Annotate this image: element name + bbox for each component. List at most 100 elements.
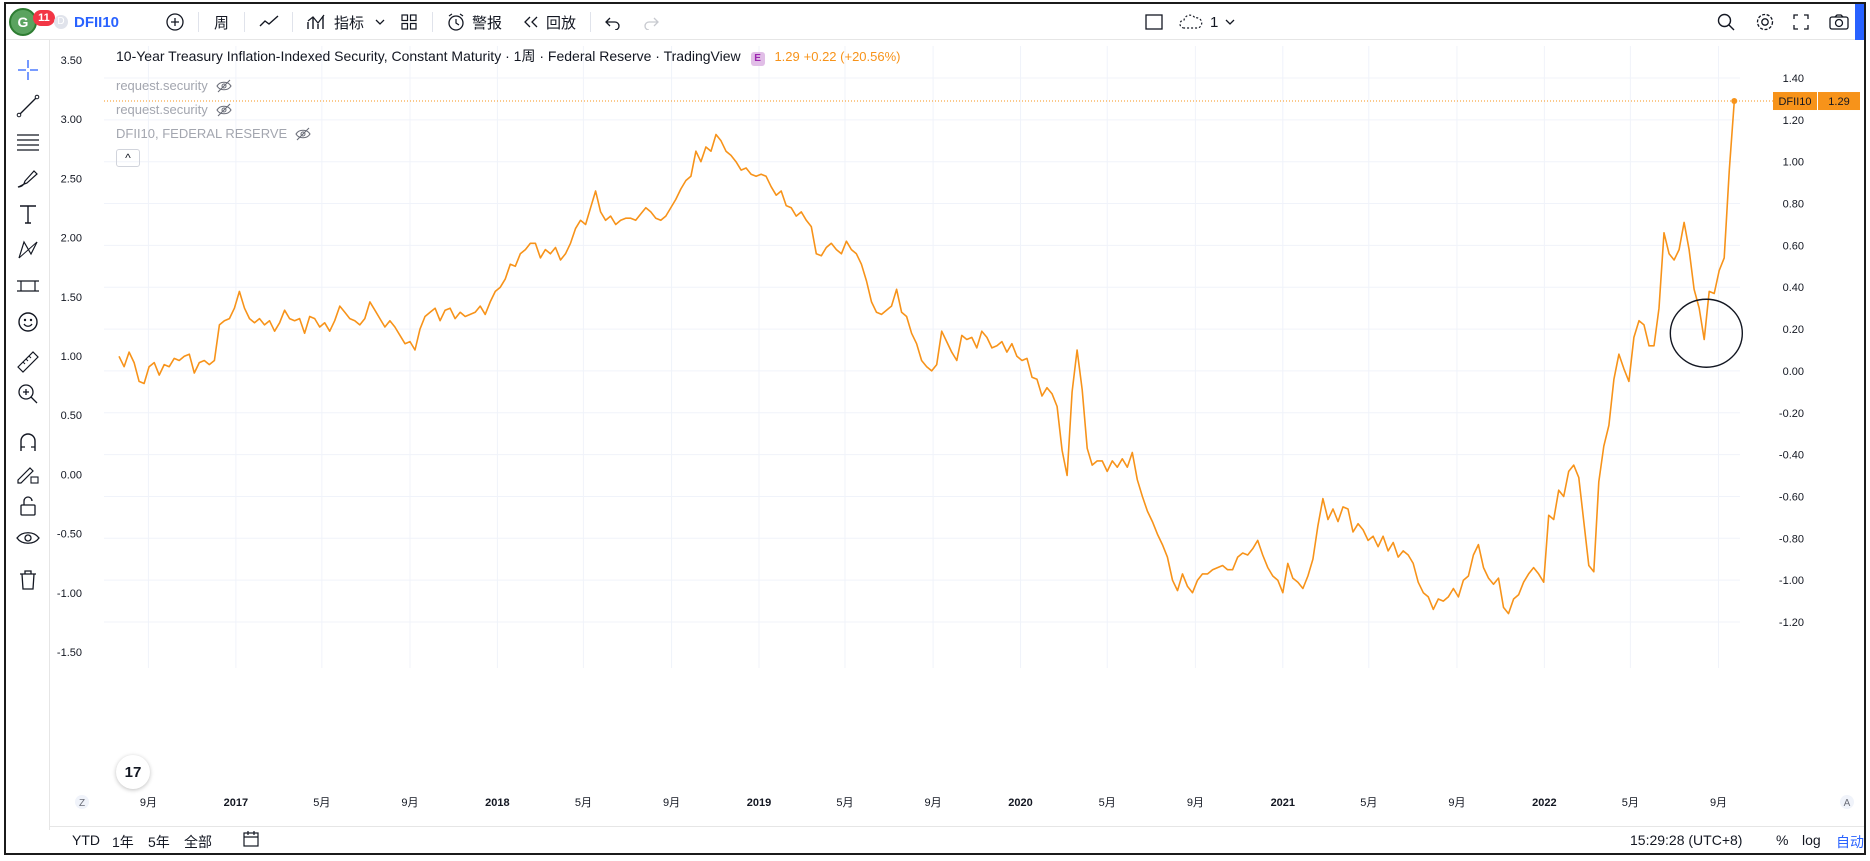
indicators-button[interactable]: 指标 xyxy=(306,4,364,40)
x-axis-tick-label: 9月 xyxy=(401,797,418,809)
ruler-icon xyxy=(17,351,39,373)
clock-timezone-button[interactable]: 15:29:28 (UTC+8) xyxy=(1630,832,1743,848)
drawing-toolbar xyxy=(6,40,50,830)
x-axis-tick-label: 2018 xyxy=(485,797,509,809)
scale-corner-right[interactable]: A xyxy=(1844,798,1851,809)
tradingview-logo[interactable]: 17 xyxy=(116,755,150,789)
x-axis-tick-label: 5月 xyxy=(1622,797,1639,809)
zoom-tool[interactable] xyxy=(14,380,42,408)
gear-icon xyxy=(1756,13,1774,31)
layout-button[interactable] xyxy=(400,4,418,40)
range-1y-button[interactable]: 1年 xyxy=(112,834,134,850)
calendar-range-icon[interactable] xyxy=(242,830,260,848)
chart-legend: 10-Year Treasury Inflation-Indexed Secur… xyxy=(116,46,901,66)
indicator-legend-row[interactable]: request.security xyxy=(116,78,232,93)
remove-drawings-button[interactable] xyxy=(14,566,42,594)
indicator-legend-row[interactable]: request.security xyxy=(116,102,232,117)
indicator-templates-button[interactable] xyxy=(374,4,386,40)
x-axis-tick-label: 5月 xyxy=(1360,797,1377,809)
x-axis-tick-label: 2021 xyxy=(1271,797,1295,809)
right-axis-tick-label: 1.20 xyxy=(1783,115,1804,127)
left-axis-tick-label: 1.50 xyxy=(61,292,82,304)
legend-collapse-button[interactable]: ^ xyxy=(116,149,140,167)
trash-icon xyxy=(20,570,36,590)
toolbar-divider xyxy=(432,12,433,32)
indicator-legend-row[interactable]: DFII10, FEDERAL RESERVE xyxy=(116,126,311,141)
ellipse-drawing[interactable] xyxy=(1669,298,1744,368)
alert-label: 警报 xyxy=(472,14,503,32)
undo-button[interactable] xyxy=(604,4,622,40)
symbol-search-button[interactable]: D DFII10 xyxy=(54,4,119,40)
search-icon xyxy=(1717,13,1735,31)
text-tool[interactable] xyxy=(14,200,42,228)
measure-lines-icon xyxy=(17,280,39,292)
eye-icon xyxy=(16,532,40,544)
zoom-in-icon xyxy=(18,384,38,404)
dfii10-series-line[interactable] xyxy=(118,100,1736,615)
trend-line-tool[interactable] xyxy=(14,92,42,120)
prediction-tool[interactable] xyxy=(14,272,42,300)
eye-hidden-icon[interactable] xyxy=(295,127,311,141)
fib-tool[interactable] xyxy=(14,128,42,156)
scale-corner-left[interactable]: Z xyxy=(79,798,85,809)
left-axis-tick-label: 3.50 xyxy=(61,55,82,67)
compare-symbol-button[interactable] xyxy=(165,4,185,40)
smiley-icon xyxy=(18,312,38,332)
symbol-tag-bg xyxy=(1773,92,1817,111)
left-axis-tick-label: 0.50 xyxy=(61,410,82,422)
pattern-icon xyxy=(18,240,38,259)
replay-button[interactable]: 回放 xyxy=(522,4,576,40)
legend-title[interactable]: 10-Year Treasury Inflation-Indexed Secur… xyxy=(116,48,502,64)
interval-button[interactable]: 周 xyxy=(214,4,229,40)
rewind-icon xyxy=(524,16,538,28)
fullscreen-button[interactable] xyxy=(1792,4,1810,40)
right-axis-tick-label: 0.20 xyxy=(1783,324,1804,336)
percent-scale-button[interactable]: % xyxy=(1776,832,1789,848)
lock-drawings-mode[interactable] xyxy=(14,460,42,488)
measure-tool[interactable] xyxy=(14,348,42,376)
snapshot-button[interactable] xyxy=(1828,4,1850,40)
indicator-name: request.security xyxy=(116,102,208,117)
last-point-marker xyxy=(1731,98,1738,105)
toolbar-divider xyxy=(590,12,591,32)
redo-icon xyxy=(644,17,659,30)
price-tag-bg xyxy=(1818,92,1860,111)
x-axis-tick-label: 2017 xyxy=(224,797,248,809)
indicator-name: DFII10, FEDERAL RESERVE xyxy=(116,126,288,141)
icon-tool[interactable] xyxy=(14,308,42,336)
price-chart[interactable]: 3.50 3.00 2.50 2.00 1.50 1.00 0.50 0.00 -0.50 -1.… xyxy=(50,40,1864,826)
redo-button[interactable] xyxy=(642,4,660,40)
x-axis-tick-label: 9月 xyxy=(1448,797,1465,809)
left-axis-tick-label: 3.00 xyxy=(61,114,82,126)
auto-scale-button[interactable]: 自动 xyxy=(1836,834,1864,850)
user-avatar[interactable]: G 11 xyxy=(9,8,55,36)
brush-tool[interactable] xyxy=(14,164,42,192)
notification-badge: 11 xyxy=(33,10,55,26)
cloud-layout-button[interactable]: 1 xyxy=(1178,4,1236,40)
toolbar-divider xyxy=(244,12,245,32)
legend-change: +0.22 (+20.56%) xyxy=(803,49,901,64)
settings-button[interactable] xyxy=(1754,4,1776,40)
right-axis-tick-label: 1.40 xyxy=(1783,73,1804,85)
hide-drawings-button[interactable] xyxy=(14,524,42,552)
alert-button[interactable]: 警报 xyxy=(446,4,502,40)
select-tool-button[interactable] xyxy=(1144,4,1164,40)
log-scale-button[interactable]: log xyxy=(1802,832,1821,848)
range-ytd-button[interactable]: YTD xyxy=(72,832,100,848)
chart-type-button[interactable] xyxy=(258,4,280,40)
range-all-button[interactable]: 全部 xyxy=(184,834,212,850)
lock-all-button[interactable] xyxy=(14,492,42,520)
range-5y-button[interactable]: 5年 xyxy=(148,834,170,850)
line-chart-icon xyxy=(259,15,279,27)
right-axis-tick-label: 0.00 xyxy=(1783,366,1804,378)
scale-corner-left-bg xyxy=(75,795,89,809)
search-button[interactable] xyxy=(1716,4,1736,40)
magnet-tool[interactable] xyxy=(14,428,42,456)
crosshair-tool[interactable] xyxy=(14,56,42,84)
pattern-tool[interactable] xyxy=(14,236,42,264)
crosshair-icon xyxy=(18,60,38,80)
x-axis-tick-label: 5月 xyxy=(836,797,853,809)
camera-icon xyxy=(1829,14,1849,30)
eye-hidden-icon[interactable] xyxy=(216,79,232,93)
eye-hidden-icon[interactable] xyxy=(216,103,232,117)
